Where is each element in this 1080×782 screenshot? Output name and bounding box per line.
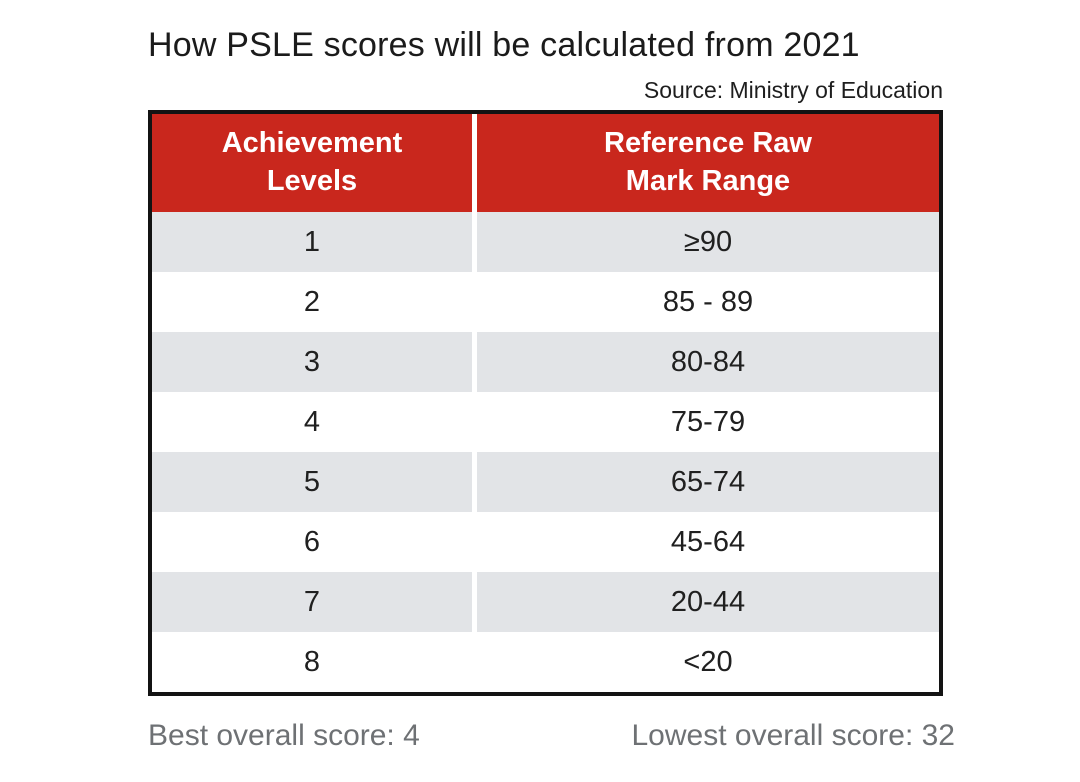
mark-range-cell: 45-64 bbox=[477, 512, 939, 572]
footer-notes: Best overall score: 4 Lowest overall sco… bbox=[148, 719, 955, 753]
header-reference-raw-mark-range: Reference Raw Mark Range bbox=[477, 114, 939, 212]
table-header-row: Achievement Levels Reference Raw Mark Ra… bbox=[152, 114, 939, 212]
table-row: 3 80-84 bbox=[152, 332, 939, 392]
table-row: 5 65-74 bbox=[152, 452, 939, 512]
page-title: How PSLE scores will be calculated from … bbox=[148, 26, 860, 64]
mark-range-cell: 75-79 bbox=[477, 392, 939, 452]
achievement-level-cell: 3 bbox=[152, 332, 477, 392]
achievement-level-cell: 8 bbox=[152, 632, 477, 692]
header-achievement-levels: Achievement Levels bbox=[152, 114, 477, 212]
achievement-level-cell: 1 bbox=[152, 212, 477, 272]
table-row: 6 45-64 bbox=[152, 512, 939, 572]
achievement-level-cell: 4 bbox=[152, 392, 477, 452]
achievement-level-cell: 6 bbox=[152, 512, 477, 572]
achievement-level-cell: 5 bbox=[152, 452, 477, 512]
mark-range-cell: ≥90 bbox=[477, 212, 939, 272]
mark-range-cell: 20-44 bbox=[477, 572, 939, 632]
infographic: How PSLE scores will be calculated from … bbox=[148, 0, 955, 753]
header-reference-raw-mark-range-text: Reference Raw Mark Range bbox=[604, 127, 812, 197]
table-row: 2 85 - 89 bbox=[152, 272, 939, 332]
mark-range-cell: 65-74 bbox=[477, 452, 939, 512]
best-overall-score-note: Best overall score: 4 bbox=[148, 719, 420, 752]
table-row: 1 ≥90 bbox=[152, 212, 939, 272]
psle-score-table: Achievement Levels Reference Raw Mark Ra… bbox=[148, 110, 943, 696]
mark-range-cell: <20 bbox=[477, 632, 939, 692]
mark-range-cell: 80-84 bbox=[477, 332, 939, 392]
header-achievement-levels-text: Achievement Levels bbox=[221, 127, 403, 197]
achievement-level-cell: 7 bbox=[152, 572, 477, 632]
achievement-level-cell: 2 bbox=[152, 272, 477, 332]
lowest-overall-score-note: Lowest overall score: 32 bbox=[631, 719, 956, 752]
table-row: 4 75-79 bbox=[152, 392, 939, 452]
table-row: 7 20-44 bbox=[152, 572, 939, 632]
table-row: 8 <20 bbox=[152, 632, 939, 692]
source-attribution: Source: Ministry of Education bbox=[643, 77, 943, 103]
mark-range-cell: 85 - 89 bbox=[477, 272, 939, 332]
